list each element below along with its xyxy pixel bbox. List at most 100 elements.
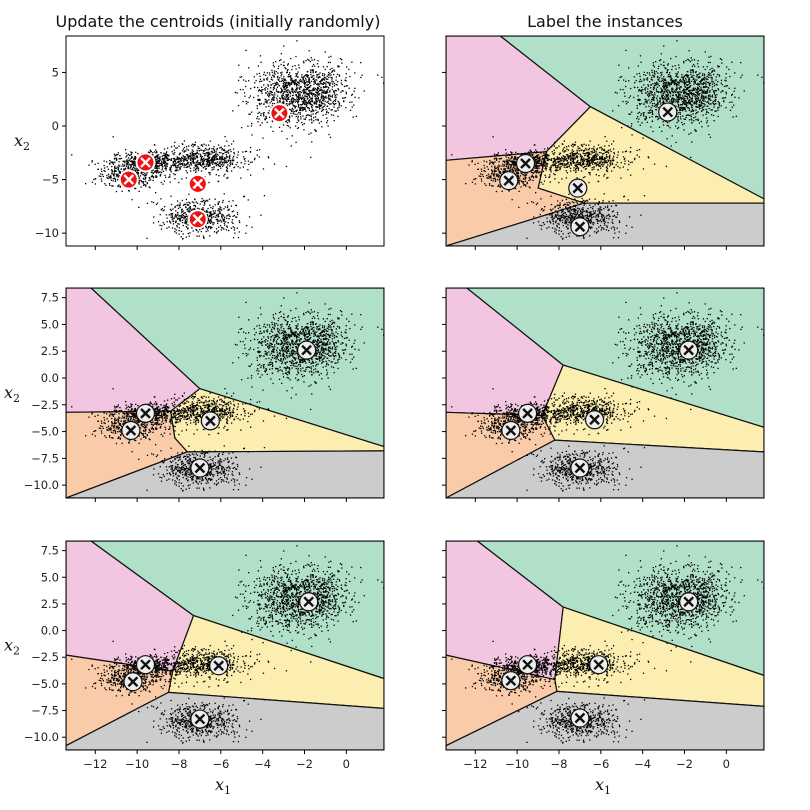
data-point	[308, 89, 311, 91]
data-point	[294, 80, 296, 82]
data-point	[323, 77, 326, 79]
data-point	[619, 76, 621, 78]
data-point	[259, 104, 261, 106]
data-point	[709, 84, 711, 86]
data-point	[305, 110, 307, 112]
data-point	[296, 84, 298, 86]
data-point	[299, 107, 301, 109]
data-point	[286, 95, 288, 97]
data-point	[192, 158, 194, 160]
data-point	[296, 84, 298, 86]
data-point	[217, 208, 219, 210]
data-point	[219, 165, 221, 168]
data-point	[156, 150, 158, 153]
data-point	[101, 180, 103, 182]
data-point	[316, 83, 318, 85]
data-point	[528, 154, 531, 156]
data-point	[265, 117, 267, 120]
data-point	[233, 155, 235, 158]
data-point	[324, 100, 326, 103]
data-point	[184, 222, 187, 224]
data-point	[661, 96, 663, 99]
data-point	[650, 107, 652, 109]
data-point	[330, 114, 333, 116]
data-point	[292, 102, 294, 104]
data-point	[543, 159, 545, 161]
data-point	[540, 163, 542, 165]
data-point	[233, 166, 236, 168]
data-point	[279, 80, 281, 83]
data-point	[213, 166, 215, 168]
data-point	[546, 164, 548, 166]
data-point	[283, 64, 285, 67]
data-point	[223, 228, 225, 230]
data-point	[312, 93, 315, 95]
data-point	[536, 168, 539, 170]
data-point	[197, 231, 199, 233]
data-point	[193, 169, 195, 172]
data-point	[155, 192, 157, 194]
data-point	[194, 204, 196, 207]
data-point	[665, 84, 667, 86]
data-point	[209, 140, 211, 142]
data-point	[288, 121, 291, 123]
data-point	[502, 163, 504, 165]
data-point	[687, 114, 690, 116]
data-point	[669, 92, 672, 95]
data-point	[718, 106, 720, 108]
data-point	[687, 102, 689, 104]
data-point	[286, 84, 289, 87]
data-point	[229, 155, 231, 158]
data-point	[269, 74, 271, 76]
data-point	[107, 173, 110, 175]
data-point	[646, 77, 649, 79]
data-point	[302, 106, 304, 109]
data-point	[671, 89, 673, 91]
data-point	[668, 98, 670, 100]
data-point	[285, 67, 287, 70]
data-point	[233, 153, 236, 155]
data-point	[210, 220, 213, 223]
data-point	[207, 151, 209, 154]
data-point	[141, 171, 143, 173]
data-point	[214, 149, 216, 151]
data-point	[256, 107, 258, 109]
data-point	[689, 81, 691, 84]
data-point	[221, 163, 223, 165]
data-point	[265, 100, 267, 103]
data-point	[343, 101, 345, 103]
data-point	[315, 109, 317, 111]
data-point	[349, 109, 352, 111]
data-point	[251, 123, 253, 125]
data-point	[484, 170, 486, 173]
data-point	[260, 102, 262, 105]
data-point	[179, 168, 181, 171]
data-point	[335, 76, 337, 78]
data-point	[167, 147, 169, 149]
data-point	[276, 95, 279, 97]
data-point	[309, 86, 311, 88]
data-point	[115, 154, 117, 156]
data-point	[670, 76, 672, 78]
data-point	[136, 172, 138, 174]
data-point	[247, 199, 249, 201]
data-point	[253, 76, 255, 78]
data-point	[274, 92, 276, 94]
data-point	[311, 93, 313, 95]
data-point	[693, 74, 695, 77]
data-point	[176, 205, 178, 207]
data-point	[345, 107, 347, 109]
data-point	[256, 149, 258, 151]
data-point	[125, 160, 127, 162]
data-point	[170, 169, 172, 171]
data-point	[272, 74, 274, 76]
data-point	[682, 115, 684, 117]
data-point	[675, 100, 678, 102]
data-point	[329, 136, 332, 138]
data-point	[671, 87, 673, 90]
data-point	[145, 185, 147, 187]
data-point	[664, 96, 666, 98]
data-point	[221, 161, 223, 163]
data-point	[324, 68, 326, 71]
data-point	[290, 100, 293, 103]
